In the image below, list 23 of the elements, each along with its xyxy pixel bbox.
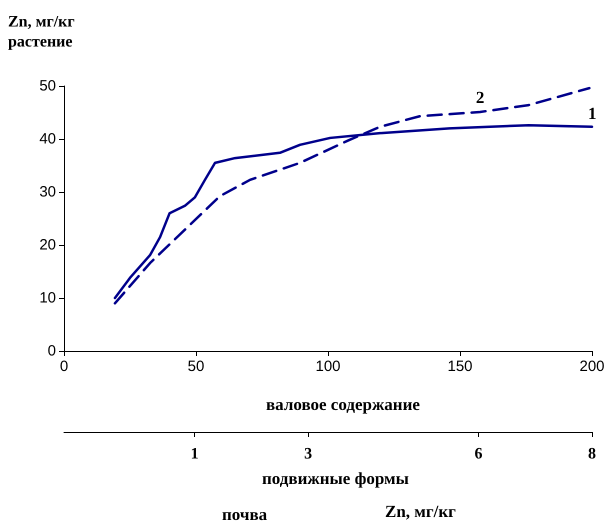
text: почва [222,505,268,524]
x-tick-label: 0 [60,358,68,375]
line-series [114,86,591,305]
text: Zn, мг/кг [385,502,456,521]
y-tick-label: 10 [39,290,56,306]
x2-tick-label: 1 [190,446,199,462]
y-tick-label: 50 [39,78,56,94]
x2-tick-label: 8 [588,446,596,462]
y-tick-label: 0 [48,342,56,360]
x2-axis-title: подвижные формы [262,469,409,488]
x-tick-label: 150 [447,358,473,375]
y-tick-label: 20 [39,236,56,254]
x2-tick-label: 3 [304,446,312,462]
series-label: 2 [476,88,484,107]
y-tick-label: 40 [39,130,56,148]
x-tick-label: 100 [315,358,341,375]
x2-tick-label: 6 [474,446,482,462]
y-tick-label: 30 [39,184,56,200]
x-axis-title: валовое содержание [266,395,420,414]
x-tick-label: 200 [579,358,605,375]
y-axis-title: Zn, мг/кг растение [8,14,75,50]
series-label: 1 [588,104,596,123]
x-tick-label: 50 [188,358,204,375]
